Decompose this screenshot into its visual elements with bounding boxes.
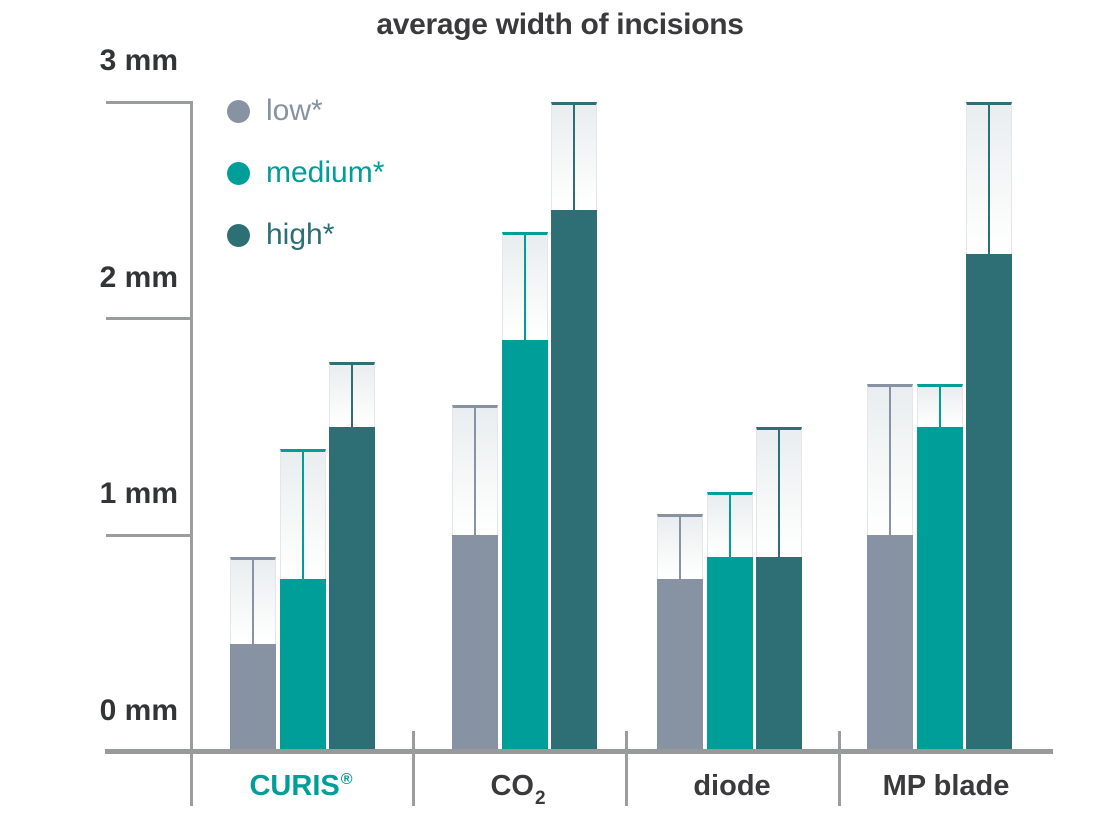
legend-dot-medium-icon: [227, 161, 250, 185]
bar-high-diode: [756, 557, 802, 754]
y-tick-line-2mm: [106, 317, 190, 320]
legend-dot-high-icon: [227, 223, 250, 247]
bar-high-co2: [551, 210, 597, 754]
category-label-diode-text: diode: [693, 770, 771, 802]
bar-low-curis: [230, 644, 276, 754]
legend-dot-low-icon: [227, 99, 250, 123]
category-separator-3: [838, 731, 841, 806]
category-label-diode: diode: [612, 770, 852, 803]
y-tick-label-2mm: 2 mm: [99, 261, 178, 294]
y-tick-line-3mm: [106, 101, 190, 104]
error-bar-high-diode: [756, 427, 802, 557]
whisker-line-medium-co2: [523, 235, 526, 340]
error-bar-low-mp-blade: [867, 384, 913, 535]
error-bar-low-curis: [230, 557, 276, 644]
whisker-line-low-co2: [474, 408, 476, 535]
registered-mark: ®: [340, 771, 353, 788]
whisker-line-medium-curis: [301, 452, 304, 579]
whisker-line-high-curis: [351, 365, 353, 427]
bar-medium-diode: [706, 557, 753, 754]
whisker-line-high-co2: [573, 105, 575, 210]
bar-medium-curis: [279, 579, 326, 754]
y-tick-label-0mm: 0 mm: [99, 694, 178, 727]
y-tick-label-1mm: 1 mm: [99, 477, 178, 510]
bar-medium-co2: [501, 340, 548, 754]
bar-high-curis: [329, 427, 375, 754]
bar-medium-mp-blade: [916, 427, 963, 754]
whisker-line-high-mp-blade: [988, 105, 990, 254]
category-label-curis: CURIS®: [181, 770, 421, 803]
category-label-curis-text: CURIS: [249, 770, 340, 802]
y-tick-line-1mm: [106, 534, 190, 537]
error-bar-high-co2: [551, 102, 597, 210]
legend: low* medium* high*: [227, 94, 384, 280]
category-separator-2: [625, 731, 628, 806]
bar-high-mp-blade: [966, 254, 1012, 754]
y-axis-line: [190, 101, 193, 806]
co2-subscript: 2: [534, 788, 546, 809]
legend-item-medium: medium*: [227, 156, 384, 190]
error-bar-high-curis: [329, 362, 375, 427]
legend-item-high: high*: [227, 218, 384, 252]
error-bar-high-mp-blade: [966, 102, 1012, 254]
whisker-line-medium-mp-blade: [938, 387, 941, 427]
x-axis-baseline: [105, 749, 1053, 754]
whisker-line-high-diode: [778, 430, 780, 557]
whisker-line-low-curis: [252, 560, 254, 644]
bar-low-diode: [657, 579, 703, 754]
category-label-mp-blade: MP blade: [826, 770, 1066, 803]
error-bar-medium-diode: [706, 492, 753, 557]
chart-title: average width of incisions: [376, 8, 744, 41]
bar-low-co2: [452, 535, 498, 754]
category-label-co2-text: CO: [490, 770, 534, 802]
error-bar-low-diode: [657, 514, 703, 579]
whisker-line-medium-diode: [728, 495, 731, 557]
category-label-co2: CO2: [398, 770, 638, 809]
whisker-line-low-mp-blade: [889, 387, 891, 535]
error-bar-medium-curis: [279, 449, 326, 579]
error-bar-low-co2: [452, 405, 498, 535]
y-tick-label-3mm: 3 mm: [99, 44, 178, 77]
bar-low-mp-blade: [867, 535, 913, 754]
whisker-line-low-diode: [679, 517, 681, 579]
category-label-mp-blade-text: MP blade: [882, 770, 1010, 802]
legend-item-low: low*: [227, 94, 384, 128]
error-bar-medium-co2: [501, 232, 548, 340]
legend-label-medium: medium*: [266, 156, 385, 189]
error-bar-medium-mp-blade: [916, 384, 963, 427]
category-separator-1: [412, 731, 415, 806]
legend-label-low: low*: [266, 94, 323, 127]
legend-label-high: high*: [266, 218, 335, 251]
